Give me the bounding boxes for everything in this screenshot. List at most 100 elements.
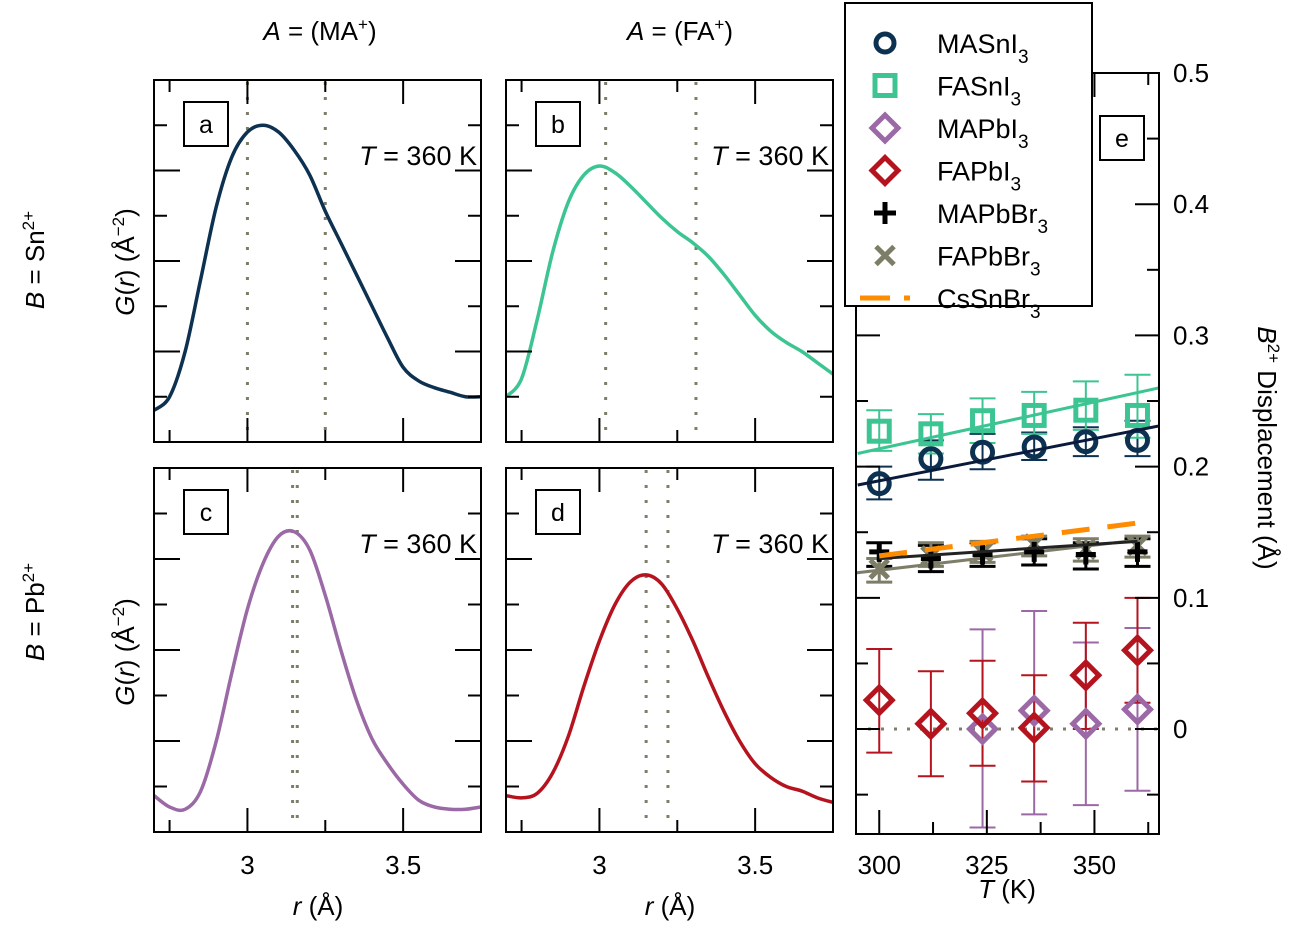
ylabel-panel-c: G(r) (Å−2) [109, 598, 140, 706]
legend-label-subscript: 3 [1030, 302, 1041, 323]
row-header-pb: B = Pb2+ [19, 563, 50, 661]
row-header-sn: B = Sn2+ [19, 211, 50, 309]
temperature-symbol: T [359, 529, 378, 559]
temperature-value: = 360 K [376, 529, 477, 559]
legend-label-main: MAPbBr [937, 199, 1038, 229]
y-tick-label: 0.3 [1173, 320, 1209, 350]
marker-FAPbI3 [914, 707, 948, 741]
panel-b: b T = 360 K [504, 79, 835, 443]
marker-MASnI3 [918, 446, 944, 472]
fit-line-MAPbBr3 [879, 539, 1138, 560]
panel-c: 3 3.5 c T = 360 K [152, 467, 482, 880]
y-tick-label: 0.4 [1173, 189, 1209, 219]
temperature-annotation: T = 360 K [711, 141, 829, 171]
y-tick-label: 0.5 [1173, 58, 1209, 88]
legend-label-subscript: 3 [1038, 217, 1049, 238]
legend-label-MAPbI3: MAPbI3 [937, 114, 1029, 153]
temperature-annotation: T = 360 K [359, 529, 477, 559]
legend-swatch-MASnI3 [873, 31, 897, 55]
marker-FAPbI3 [862, 683, 896, 717]
legend-label-FASnI3: FASnI3 [937, 72, 1021, 111]
panel-label: e [1115, 125, 1129, 153]
marker-FASnI3 [1021, 402, 1047, 428]
marker-MAPbBr3 [1075, 544, 1096, 565]
marker-FASnI3 [970, 408, 996, 434]
legend-label-main: CsSnBr [937, 284, 1030, 314]
marker-FASnI3 [1073, 397, 1099, 423]
marker-MAPbBr3 [869, 541, 890, 562]
x-tick-label: 300 [858, 850, 901, 880]
panel-label-box [535, 101, 581, 147]
gr-curve-FAPbI3 [505, 573, 834, 805]
legend: MASnI3FASnI3MAPbI3FAPbI3MAPbBr3FAPbBr3Cs… [844, 2, 1093, 323]
x-tick-label: 3 [592, 850, 606, 880]
legend-label-FAPbI3: FAPbI3 [937, 157, 1021, 196]
temperature-value: = 360 K [728, 529, 829, 559]
y-tick-label: 0 [1173, 714, 1187, 744]
x-tick-label: 3 [240, 850, 254, 880]
xlabel-panel-d: r (Å) [645, 891, 696, 921]
legend-label-FAPbBr3: FAPbBr3 [937, 242, 1041, 281]
gr-curve-MAPbI3 [152, 528, 482, 813]
fit-line-FASnI3 [857, 386, 1160, 455]
legend-label-CsSnBr3: CsSnBr3 [937, 284, 1041, 323]
panel-e: 300 325 350 0 0.1 0.2 0.3 0.4 0.5 e [855, 58, 1209, 880]
temperature-symbol: T [359, 141, 378, 171]
panel-label-box [183, 489, 229, 535]
legend-label-subscript: 3 [1018, 132, 1029, 153]
panel-d: 3 3.5 d T = 360 K [505, 467, 834, 880]
legend-label-main: FAPbBr [937, 242, 1030, 272]
temperature-symbol: T [711, 529, 730, 559]
legend-swatch-FAPbI3 [868, 153, 902, 188]
column-header-ma: A = (MA+) [261, 15, 376, 46]
temperature-value: = 360 K [728, 141, 829, 171]
y-tick-label: 0.2 [1173, 452, 1209, 482]
marker-FAPbI3 [1017, 711, 1051, 745]
legend-label-subscript: 3 [1030, 260, 1041, 281]
panel-label-box [1099, 115, 1145, 161]
x-tick-label: 350 [1073, 850, 1116, 880]
marker-MAPbBr3 [972, 544, 993, 565]
panel-label: c [200, 499, 213, 527]
column-header-fa: A = (FA+) [625, 15, 733, 46]
panel-label: b [551, 111, 565, 139]
marker-MAPbI3 [1017, 694, 1051, 728]
legend-label-main: MAPbI [937, 114, 1018, 144]
legend-swatch-FASnI3 [872, 73, 898, 98]
y-tick-label: 0.1 [1173, 583, 1209, 613]
x-tick-label: 325 [965, 850, 1008, 880]
legend-label-main: FAPbI [937, 157, 1011, 187]
marker-MAPbI3 [966, 712, 1000, 746]
legend-swatch-MAPbBr3 [874, 202, 896, 224]
legend-swatch-MAPbI3 [868, 111, 902, 145]
panel-label-box [183, 101, 229, 147]
ylabel-panel-e: B2+ Displacement (Å) [1252, 326, 1283, 569]
legend-label-subscript: 3 [1011, 90, 1022, 111]
panel-label: d [551, 499, 565, 527]
marker-FAPbI3 [966, 696, 1000, 730]
marker-FASnI3 [918, 421, 944, 447]
marker-MAPbBr3 [1024, 541, 1045, 562]
legend-label-MASnI3: MASnI3 [937, 29, 1029, 68]
xlabel-panel-e: T (K) [978, 874, 1036, 904]
panel-label-box [535, 489, 581, 535]
xlabel-panel-c: r (Å) [293, 891, 344, 921]
x-tick-label: 3.5 [385, 850, 421, 880]
temperature-annotation: T = 360 K [359, 141, 477, 171]
marker-FASnI3 [1124, 402, 1150, 428]
x-tick-label: 3.5 [737, 850, 773, 880]
marker-FAPbI3 [1069, 658, 1103, 692]
legend-label-subscript: 3 [1018, 47, 1029, 68]
marker-FASnI3 [866, 418, 892, 444]
legend-label-subscript: 3 [1011, 175, 1022, 196]
marker-MAPbBr3 [1127, 541, 1148, 562]
legend-swatch-FAPbBr3 [874, 244, 896, 267]
panel-a: a T = 360 K [152, 79, 482, 443]
marker-FAPbI3 [1120, 633, 1155, 667]
temperature-annotation: T = 360 K [711, 529, 829, 559]
legend-label-main: MASnI [937, 29, 1018, 59]
legend-label-main: FASnI [937, 72, 1011, 102]
marker-MASnI3 [970, 439, 996, 465]
gr-curve-FASnI3 [504, 164, 835, 399]
